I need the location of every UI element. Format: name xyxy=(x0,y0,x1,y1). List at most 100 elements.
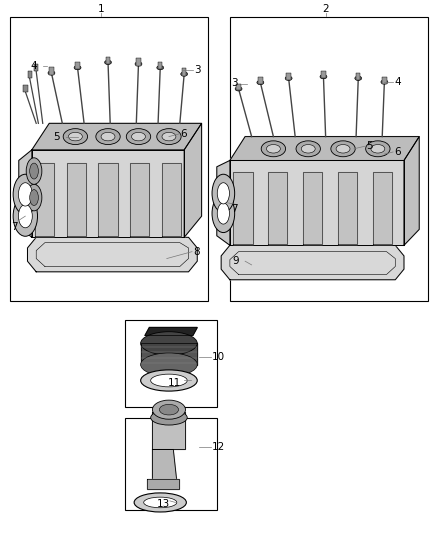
Bar xyxy=(182,68,186,76)
Ellipse shape xyxy=(157,66,164,70)
Polygon shape xyxy=(141,343,197,365)
Ellipse shape xyxy=(101,132,115,141)
Ellipse shape xyxy=(74,66,81,70)
Polygon shape xyxy=(28,237,197,272)
Polygon shape xyxy=(32,150,184,237)
Ellipse shape xyxy=(217,203,230,224)
Ellipse shape xyxy=(257,80,264,85)
Ellipse shape xyxy=(131,132,145,141)
Ellipse shape xyxy=(141,370,197,391)
Polygon shape xyxy=(130,163,149,236)
Ellipse shape xyxy=(13,174,38,215)
Text: 8: 8 xyxy=(193,247,200,257)
Text: 10: 10 xyxy=(212,352,225,361)
Polygon shape xyxy=(184,123,201,237)
Polygon shape xyxy=(404,136,419,245)
Ellipse shape xyxy=(212,174,235,213)
Ellipse shape xyxy=(371,144,385,153)
Text: 9: 9 xyxy=(232,256,239,266)
Bar xyxy=(237,84,241,91)
Ellipse shape xyxy=(381,80,388,84)
Ellipse shape xyxy=(212,195,235,232)
Bar xyxy=(23,85,28,92)
Ellipse shape xyxy=(181,72,187,76)
Text: 11: 11 xyxy=(168,377,181,387)
Ellipse shape xyxy=(217,183,230,204)
Ellipse shape xyxy=(331,141,355,157)
Ellipse shape xyxy=(18,205,32,228)
Ellipse shape xyxy=(261,141,286,157)
Bar xyxy=(125,319,217,407)
Ellipse shape xyxy=(30,163,39,179)
Text: 7: 7 xyxy=(11,222,18,232)
Polygon shape xyxy=(147,479,179,489)
Ellipse shape xyxy=(13,196,38,236)
Text: 13: 13 xyxy=(157,498,170,508)
Bar xyxy=(75,62,80,69)
Polygon shape xyxy=(233,172,253,244)
Ellipse shape xyxy=(301,144,315,153)
Text: 12: 12 xyxy=(212,442,225,452)
Bar xyxy=(158,62,162,69)
Bar xyxy=(230,17,428,301)
Ellipse shape xyxy=(134,493,186,512)
Ellipse shape xyxy=(26,184,42,211)
Ellipse shape xyxy=(320,75,327,79)
Text: 3: 3 xyxy=(194,66,201,75)
Bar xyxy=(321,71,325,78)
Polygon shape xyxy=(162,163,181,236)
Ellipse shape xyxy=(48,71,55,75)
Bar xyxy=(356,73,360,80)
Ellipse shape xyxy=(63,128,88,144)
Bar xyxy=(28,71,32,78)
Ellipse shape xyxy=(296,141,321,157)
Bar xyxy=(34,64,39,71)
Text: 3: 3 xyxy=(231,77,237,87)
Ellipse shape xyxy=(235,87,242,91)
Ellipse shape xyxy=(96,128,120,144)
Ellipse shape xyxy=(162,132,176,141)
Ellipse shape xyxy=(151,374,187,387)
Ellipse shape xyxy=(68,132,82,141)
Text: 4: 4 xyxy=(394,77,401,87)
Ellipse shape xyxy=(366,141,390,157)
Polygon shape xyxy=(35,163,54,236)
Ellipse shape xyxy=(26,158,42,184)
Polygon shape xyxy=(230,160,404,245)
Polygon shape xyxy=(99,163,117,236)
Bar xyxy=(106,56,110,64)
Bar xyxy=(258,77,262,84)
Ellipse shape xyxy=(157,128,181,144)
Polygon shape xyxy=(338,172,357,244)
Ellipse shape xyxy=(135,62,142,66)
Text: 2: 2 xyxy=(322,4,329,14)
Bar xyxy=(125,418,217,511)
Ellipse shape xyxy=(144,497,177,508)
Polygon shape xyxy=(217,160,230,245)
Bar xyxy=(10,17,208,301)
Ellipse shape xyxy=(126,128,151,144)
Polygon shape xyxy=(303,172,322,244)
Bar xyxy=(49,67,53,75)
Polygon shape xyxy=(152,413,185,449)
Text: 6: 6 xyxy=(394,147,401,157)
Ellipse shape xyxy=(266,144,280,153)
Ellipse shape xyxy=(336,144,350,153)
Text: 6: 6 xyxy=(180,129,187,139)
Bar xyxy=(286,73,291,80)
Text: 5: 5 xyxy=(53,132,60,142)
Ellipse shape xyxy=(30,190,39,206)
Polygon shape xyxy=(268,172,287,244)
Bar xyxy=(136,58,141,66)
Polygon shape xyxy=(152,449,177,481)
Ellipse shape xyxy=(285,76,292,80)
Ellipse shape xyxy=(151,410,187,425)
Bar xyxy=(382,77,387,84)
Text: 4: 4 xyxy=(30,61,37,71)
Polygon shape xyxy=(32,123,201,150)
Ellipse shape xyxy=(18,183,32,206)
Text: 5: 5 xyxy=(366,141,373,151)
Polygon shape xyxy=(67,163,86,236)
Polygon shape xyxy=(19,150,32,237)
Ellipse shape xyxy=(141,353,197,376)
